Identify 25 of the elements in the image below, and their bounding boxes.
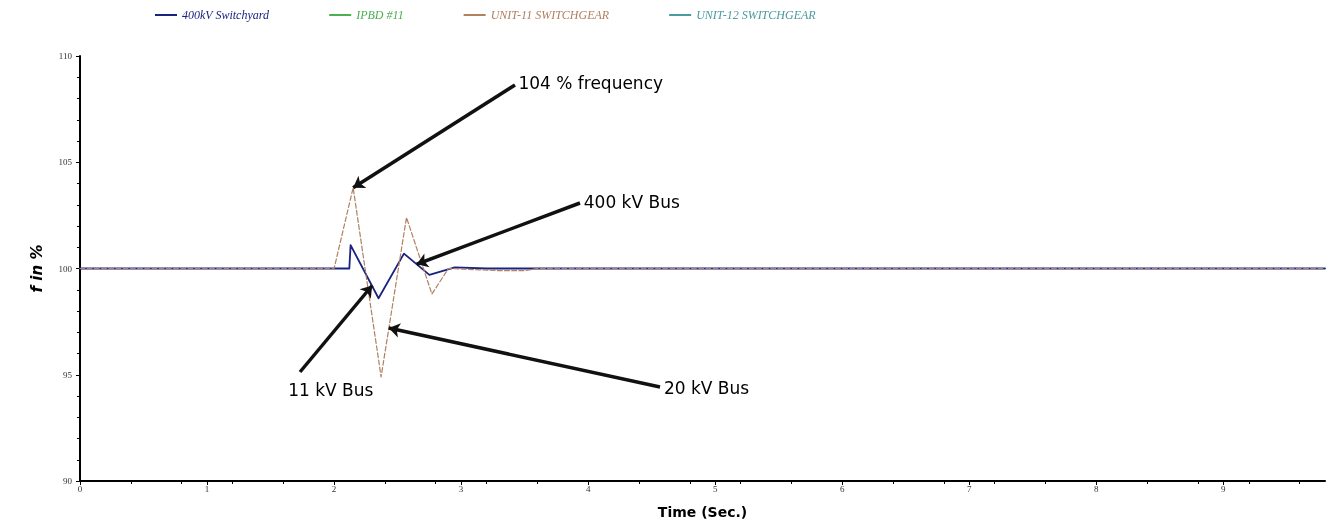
x-axis-title: Time (Sec.) bbox=[657, 504, 748, 520]
y-tick-label: 95 bbox=[63, 369, 73, 380]
x-tick-label: 4 bbox=[585, 483, 591, 494]
y-axis-title: f in % bbox=[27, 244, 46, 293]
y-tick-label: 90 bbox=[63, 476, 73, 486]
x-tick-label: 1 bbox=[204, 483, 210, 494]
annotation: 11 kV Bus bbox=[288, 379, 374, 400]
annotation: 400 kV Bus bbox=[583, 191, 680, 212]
x-tick-label: 9 bbox=[1221, 483, 1227, 494]
legend-label: 400kV Switchyard bbox=[182, 8, 270, 22]
x-tick-label: 3 bbox=[458, 483, 464, 494]
x-tick-label: 8 bbox=[1094, 483, 1100, 494]
x-tick-label: 0 bbox=[77, 483, 83, 494]
x-tick-label: 7 bbox=[967, 483, 973, 494]
x-tick-label: 6 bbox=[839, 483, 845, 494]
legend-label: IPBD #11 bbox=[355, 8, 404, 22]
x-tick-label: 5 bbox=[712, 483, 718, 494]
y-tick-label: 100 bbox=[58, 263, 73, 274]
annotation: 104 % frequency bbox=[518, 72, 664, 93]
x-tick-label: 2 bbox=[331, 483, 337, 494]
legend-label: UNIT-11 SWITCHGEAR bbox=[490, 8, 610, 22]
annotation: 20 kV Bus bbox=[663, 377, 750, 398]
y-tick-label: 105 bbox=[58, 157, 73, 168]
y-tick-label: 110 bbox=[58, 51, 73, 61]
legend-label: UNIT-12 SWITCHGEAR bbox=[696, 8, 817, 22]
